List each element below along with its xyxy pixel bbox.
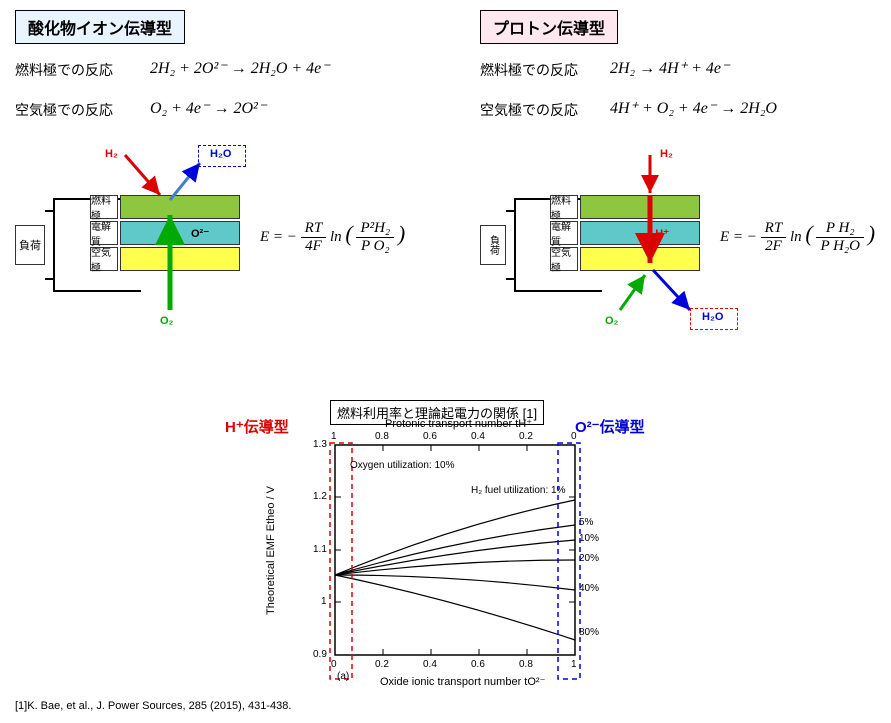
xt0: 1 bbox=[331, 431, 337, 442]
o2-left: O₂ bbox=[160, 315, 173, 327]
oxygen-util: Oxygen utilization: 10% bbox=[350, 460, 455, 471]
emf-left: E = − RT 4F ln ( P²H₂ P O₂ ) bbox=[260, 220, 405, 255]
curve-10: 10% bbox=[579, 533, 599, 544]
ytick-0: 0.9 bbox=[313, 649, 327, 660]
h2o-right: H₂O bbox=[702, 311, 723, 323]
xb2: 0.4 bbox=[423, 659, 437, 670]
xb5: 1 bbox=[571, 659, 577, 670]
fuel-util-1: H₂ fuel utilization: 1% bbox=[471, 485, 565, 496]
ytick-1: 1 bbox=[321, 596, 327, 607]
xt3: 0.4 bbox=[471, 431, 485, 442]
xt5: 0 bbox=[571, 431, 577, 442]
anode-label-right: 燃料極での反応 bbox=[480, 60, 578, 80]
xt2: 0.6 bbox=[423, 431, 437, 442]
h-conductor-label: H⁺伝導型 bbox=[225, 416, 289, 437]
cathode-eq-right: 4H⁺ + O₂ + 4e⁻ → 2H₂O bbox=[610, 98, 777, 118]
xlabel-bottom: Oxide ionic transport number tO²⁻ bbox=[380, 675, 545, 688]
xb0: 0 bbox=[331, 659, 337, 670]
emf-right: E = − RT 2F ln ( P H₂ P H₂O ) bbox=[720, 220, 875, 255]
arrows-right bbox=[550, 145, 750, 365]
footnote: [1]K. Bae, et al., J. Power Sources, 285… bbox=[15, 700, 291, 712]
oxide-ion-title: 酸化物イオン伝導型 bbox=[15, 10, 185, 44]
h2-right: H₂ bbox=[660, 148, 673, 160]
anode-eq-left: 2H₂ + 2O²⁻ → 2H₂O + 4e⁻ bbox=[150, 58, 330, 78]
curve-40: 40% bbox=[579, 583, 599, 594]
proton-title: プロトン伝導型 bbox=[480, 10, 618, 44]
load-left: 負荷 bbox=[15, 225, 45, 265]
xb3: 0.6 bbox=[471, 659, 485, 670]
load-right: 負荷 bbox=[480, 225, 506, 265]
curve-5: 5% bbox=[579, 517, 593, 528]
cathode-eq-left: O₂ + 4e⁻ → 2O²⁻ bbox=[150, 98, 266, 118]
ytick-4: 1.3 bbox=[313, 439, 327, 450]
o2-right: O₂ bbox=[605, 315, 618, 327]
xt1: 0.8 bbox=[375, 431, 389, 442]
curve-20: 20% bbox=[579, 553, 599, 564]
arrows-left bbox=[90, 145, 260, 345]
anode-label-left: 燃料極での反応 bbox=[15, 60, 113, 80]
ytick-2: 1.1 bbox=[313, 544, 327, 555]
xlabel-top: Protonic transport number tH⁺ bbox=[385, 417, 532, 430]
xb4: 0.8 bbox=[519, 659, 533, 670]
subfig-a: (a) bbox=[337, 671, 349, 682]
anode-eq-right: 2H₂ → 4H⁺ + 4e⁻ bbox=[610, 58, 729, 78]
h2o-left: H₂O bbox=[210, 148, 231, 160]
emf-chart: 0.9 1 1.1 1.2 1.3 0 0.2 0.4 0.6 0.8 1 1 … bbox=[285, 415, 605, 695]
ytick-3: 1.2 bbox=[313, 491, 327, 502]
cathode-label-right: 空気極での反応 bbox=[480, 100, 578, 120]
xb1: 0.2 bbox=[375, 659, 389, 670]
cathode-label-left: 空気極での反応 bbox=[15, 100, 113, 120]
h2-left: H₂ bbox=[105, 148, 118, 160]
xt4: 0.2 bbox=[519, 431, 533, 442]
curve-80: 80% bbox=[579, 627, 599, 638]
ylabel: Theoretical EMF Etheo / V bbox=[265, 445, 277, 615]
